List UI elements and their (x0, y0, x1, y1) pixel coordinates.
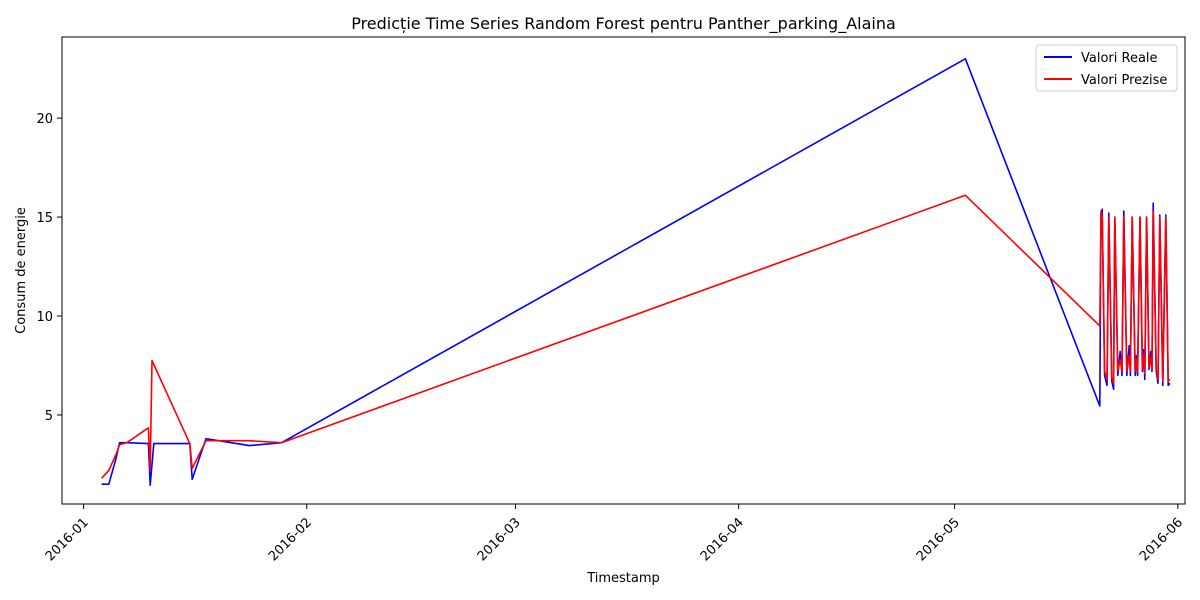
y-tick-label: 15 (36, 211, 53, 226)
y-tick-label: 20 (36, 112, 53, 127)
series-line-predicted (101, 194, 1171, 479)
y-tick-label: 5 (45, 409, 53, 424)
y-tick-label: 10 (36, 310, 53, 325)
chart-title: Predicție Time Series Random Forest pent… (351, 14, 896, 34)
plot-frame (61, 36, 1186, 505)
series-layer (101, 58, 1171, 486)
x-axis-label: Timestamp (586, 571, 660, 586)
plot-area (62, 37, 1185, 504)
legend-label: Valori Reale (1081, 51, 1158, 66)
legend: Valori Reale Valori Prezise (1035, 44, 1178, 92)
legend-label: Valori Prezise (1081, 73, 1167, 88)
y-axis-label: Consum de energie (14, 207, 29, 334)
